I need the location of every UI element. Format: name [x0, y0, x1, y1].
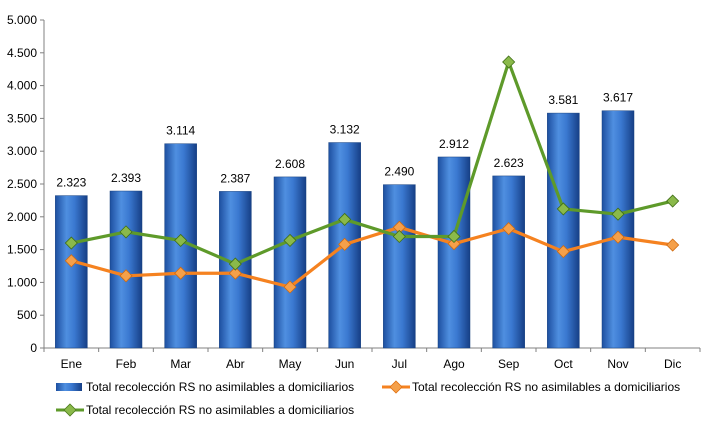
bar: [437, 156, 471, 349]
legend-item-green-line: Total recolección RS no asimilables a do…: [56, 403, 354, 417]
series-point: [666, 238, 680, 252]
bar-data-label: 2.912: [439, 137, 469, 151]
y-tick-label: 0: [30, 341, 37, 355]
x-tick-label: Sep: [498, 357, 520, 371]
y-tick-label: 1.000: [7, 275, 37, 289]
series-point: [556, 202, 570, 216]
legend-marker-orange-line: [389, 380, 403, 394]
y-tick-label: 4.000: [7, 79, 37, 93]
legend-swatch-bars: [56, 383, 82, 391]
x-tick-label: May: [279, 357, 302, 371]
bar-data-label: 2.323: [56, 176, 86, 190]
legend-item-orange-line: Total recolección RS no asimilables a do…: [382, 380, 680, 394]
series-point: [611, 230, 625, 244]
bar: [383, 184, 416, 349]
data-labels: 2.323 2.393 3.114 2.387 2.608 3.132 2.490 2.912…: [56, 91, 633, 190]
x-tick-label: Jul: [392, 357, 407, 371]
series-point: [392, 229, 406, 244]
bar: [273, 176, 307, 349]
series-point: [174, 266, 188, 280]
x-tick-label: Abr: [226, 357, 245, 371]
x-tick-label: Dic: [664, 357, 681, 371]
y-tick-label: 3.500: [7, 111, 37, 125]
bar-series: [55, 110, 635, 349]
bar-data-label: 2.393: [111, 171, 141, 185]
x-tick-label: Feb: [116, 357, 137, 371]
y-tick-label: 2.000: [7, 210, 37, 224]
legend-marker-green-line: [63, 403, 77, 417]
series-point: [502, 55, 516, 69]
bar: [55, 195, 88, 349]
series-point: [338, 237, 352, 251]
x-tick-label: Oct: [554, 357, 573, 371]
y-tick-label: 500: [17, 308, 37, 322]
series-point: [447, 229, 461, 244]
bar-data-label: 2.490: [384, 165, 414, 179]
bar: [601, 110, 635, 349]
axes: 0 500 1.000 1.500 2.000 2.500 3.000 3.500 4.000 4…: [7, 13, 701, 371]
series-line: [70, 225, 673, 289]
line-series: [64, 55, 680, 294]
y-tick-label: 1.500: [7, 243, 37, 257]
series-point: [228, 266, 242, 280]
series-point: [119, 225, 133, 239]
series-point: [283, 280, 297, 294]
bar-data-label: 3.617: [603, 91, 633, 105]
x-tick-label: Mar: [170, 357, 191, 371]
legend-label-orange-line: Total recolección RS no asimilables a do…: [412, 380, 680, 394]
legend-label-green-line: Total recolección RS no asimilables a do…: [86, 403, 354, 417]
bar: [547, 112, 580, 349]
x-tick-label: Ene: [61, 357, 83, 371]
series-point: [666, 194, 680, 208]
series-point: [64, 236, 78, 250]
series-point: [556, 245, 570, 259]
series-point: [611, 207, 625, 221]
bar-data-label: 3.132: [330, 123, 360, 137]
x-tick-label: Jun: [335, 357, 354, 371]
series-point: [502, 222, 516, 236]
bar-data-label: 2.608: [275, 157, 305, 171]
bar-data-label: 2.623: [494, 156, 524, 170]
series-point: [174, 233, 188, 247]
y-tick-label: 3.000: [7, 144, 37, 158]
x-tick-label: Nov: [607, 357, 628, 371]
series-point: [447, 237, 461, 251]
y-tick-label: 2.500: [7, 177, 37, 191]
series-point: [228, 257, 242, 271]
y-tick-label: 4.500: [7, 46, 37, 60]
legend: Total recolección RS no asimilables a do…: [56, 380, 680, 417]
x-tick-label: Ago: [443, 357, 465, 371]
y-tick-label: 5.000: [7, 13, 37, 27]
bar: [492, 175, 525, 349]
series-point: [338, 212, 352, 226]
series-point: [283, 233, 297, 247]
series-point: [64, 254, 78, 268]
series-line: [71, 60, 674, 266]
legend-label-bars: Total recolección RS no asimilables a do…: [86, 380, 354, 394]
series-point: [119, 269, 133, 283]
bar-data-label: 2.387: [220, 171, 250, 185]
bar-data-label: 3.581: [548, 93, 578, 107]
legend-item-bars: Total recolección RS no asimilables a do…: [56, 380, 354, 394]
bar-data-label: 3.114: [166, 124, 195, 138]
